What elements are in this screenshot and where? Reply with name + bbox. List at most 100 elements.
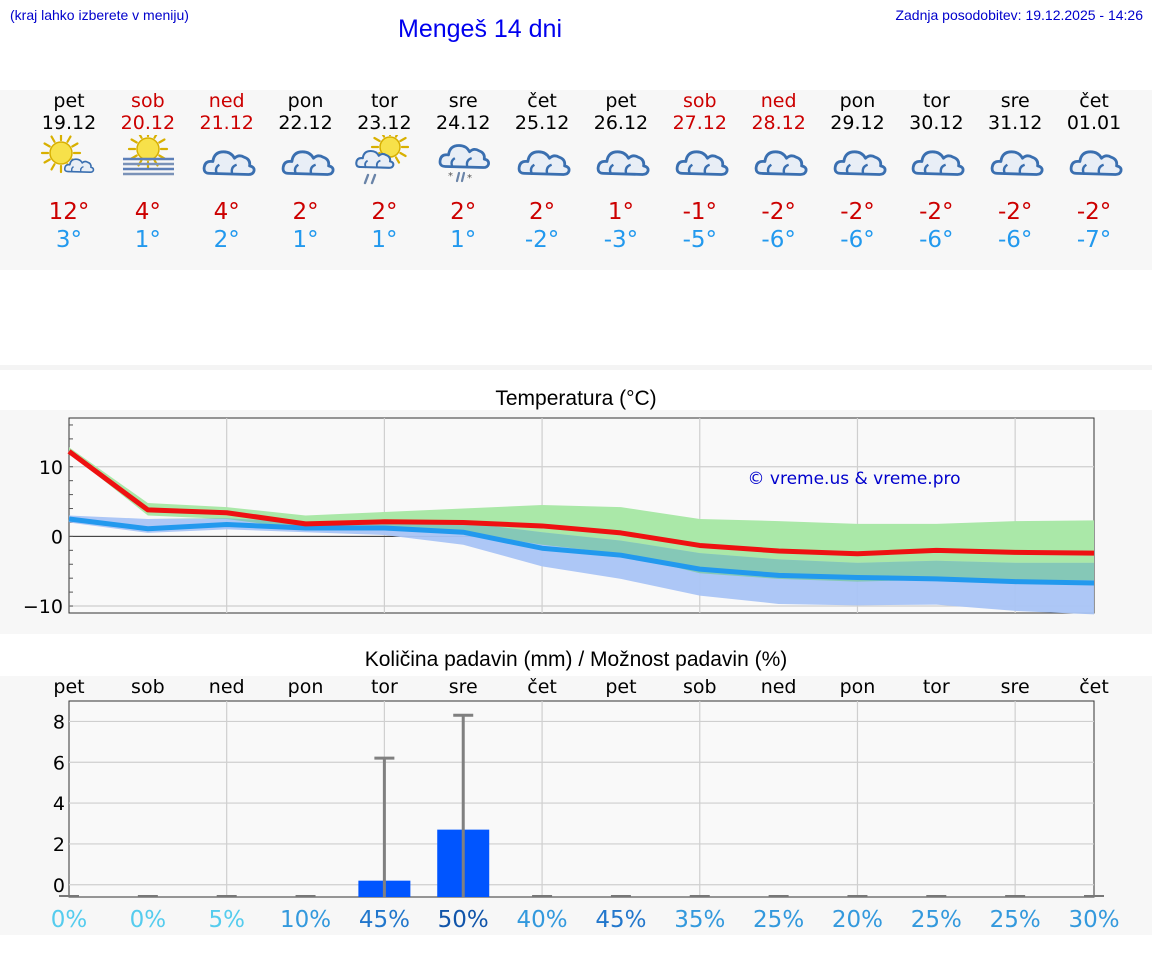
precipitation-probability: 25%: [911, 907, 962, 933]
day-date: 30.12: [909, 112, 964, 134]
min-temperature: 1°: [450, 227, 477, 253]
cloud-icon: [596, 150, 650, 176]
cloud-icon: [675, 150, 729, 176]
precipitation-probability: 5%: [208, 907, 245, 933]
day-column: ned 28.12 -2° -6°: [740, 90, 818, 270]
max-temperature: 2°: [371, 199, 398, 225]
day-date: 19.12: [41, 112, 97, 134]
temperature-chart: −10 0 10 © vreme.us & vreme.pro: [23, 417, 1095, 618]
day-name: čet: [1079, 90, 1109, 112]
x-category-label: sre: [449, 676, 478, 698]
day-date: 28.12: [751, 112, 806, 134]
day-column: čet 01.01 -2° -7°: [1055, 90, 1133, 270]
y-tick-label: 4: [53, 793, 65, 815]
day-date: 29.12: [830, 112, 885, 134]
y-tick-label: 0: [51, 526, 63, 548]
divider: [0, 365, 1152, 370]
max-temperature: 2°: [450, 199, 477, 225]
max-temperature: -2°: [840, 199, 875, 225]
max-temperature: 4°: [134, 199, 161, 225]
precipitation-chart-title: Količina padavin (mm) / Možnost padavin …: [364, 648, 788, 671]
max-temperature-line: [67, 449, 1095, 557]
precipitation-probability: 20%: [832, 907, 883, 933]
day-column: tor 30.12 -2° -6°: [897, 90, 975, 270]
overlap-band: [69, 515, 1094, 582]
x-category-label: sre: [1001, 676, 1030, 698]
min-temperature: -6°: [919, 227, 954, 253]
max-temperature: 1°: [607, 199, 634, 225]
precipitation-probability: 25%: [990, 907, 1041, 933]
x-category-label: pet: [53, 676, 84, 698]
precipitation-probability: 10%: [280, 907, 331, 933]
last-updated: Zadnja posodobitev: 19.12.2025 - 14:26: [895, 7, 1143, 23]
daily-forecast-strip: pet 19.12 12° 3° sob 20.12 4° 1° ned 21.12 4° 2° pon…: [0, 90, 1152, 270]
max-temperature: -2°: [997, 199, 1033, 225]
min-temperature: 1°: [292, 227, 319, 253]
day-column: sob 20.12 4° 1°: [109, 90, 187, 270]
day-date: 20.12: [120, 112, 176, 134]
watermark: © vreme.us & vreme.pro: [747, 469, 960, 489]
sun-fog-icon: [122, 135, 174, 176]
day-name: sob: [131, 90, 165, 112]
cloud-icon: [1069, 150, 1123, 176]
day-date: 23.12: [357, 112, 412, 134]
day-name: ned: [208, 90, 245, 112]
day-date: 25.12: [514, 112, 570, 134]
cloud-icon: [281, 150, 335, 176]
day-column: sre 24.12 * * 2° 1°: [424, 90, 502, 270]
y-tick-label: 10: [39, 457, 63, 479]
precipitation-probability: 0%: [130, 907, 167, 933]
y-tick-label: 2: [53, 834, 65, 856]
precipitation-probability: 35%: [674, 907, 725, 933]
sun-cloud-icon: [40, 135, 95, 174]
precipitation-probability: 50%: [438, 907, 489, 933]
day-column: sre 31.12 -2° -6°: [976, 90, 1054, 270]
cloud-icon: [912, 150, 965, 176]
precipitation-probability: 45%: [595, 907, 646, 933]
cloud-icon: [833, 150, 886, 176]
y-tick-label: −10: [23, 596, 63, 618]
day-date: 26.12: [593, 112, 649, 134]
day-date: 27.12: [672, 112, 727, 134]
cloud-icon: [990, 150, 1044, 176]
day-column: ned 21.12 4° 2°: [188, 90, 266, 270]
min-temperature: 3°: [55, 227, 83, 253]
day-date: 31.12: [987, 112, 1043, 134]
x-category-label: tor: [923, 676, 950, 698]
day-column: čet 25.12 2° -2°: [503, 90, 581, 270]
min-temperature: -7°: [1076, 227, 1112, 253]
cloud-sleet-icon: * *: [438, 144, 491, 184]
day-column: pon 22.12 2° 1°: [267, 90, 345, 270]
day-name: pon: [287, 90, 324, 112]
day-column: pon 29.12 -2° -6°: [819, 90, 897, 270]
min-temperature: -6°: [997, 227, 1033, 253]
day-date: 24.12: [436, 112, 491, 134]
y-tick-label: 8: [53, 711, 65, 733]
day-name: tor: [922, 90, 950, 112]
precipitation-probability: 0%: [51, 907, 88, 933]
max-range-band: [69, 447, 1094, 582]
svg-text:*: *: [448, 171, 453, 182]
min-temperature: -6°: [840, 227, 875, 253]
x-category-label: ned: [209, 676, 245, 698]
max-temperature: 2°: [292, 199, 319, 225]
min-range-band: [69, 515, 1094, 615]
precipitation-probability: 45%: [359, 907, 410, 933]
max-temperature: 4°: [213, 199, 240, 225]
min-temperature-line: [68, 516, 1095, 586]
x-category-label: sob: [131, 676, 165, 698]
day-name: pet: [605, 90, 637, 112]
day-name: sob: [683, 90, 717, 112]
day-column: sob 27.12 -1° -5°: [661, 90, 739, 270]
min-temperature: -5°: [682, 227, 718, 253]
day-name: pet: [53, 90, 85, 112]
plot-frame: [68, 700, 1095, 898]
min-temperature: -2°: [524, 227, 560, 253]
page-title: Mengeš 14 dni: [398, 15, 563, 43]
y-tick-label: 6: [53, 752, 65, 774]
cloud-icon: [202, 150, 256, 176]
min-temperature: -6°: [761, 227, 796, 253]
max-temperature: -2°: [919, 199, 954, 225]
x-category-label: ned: [761, 676, 797, 698]
max-temperature: 12°: [48, 199, 90, 225]
